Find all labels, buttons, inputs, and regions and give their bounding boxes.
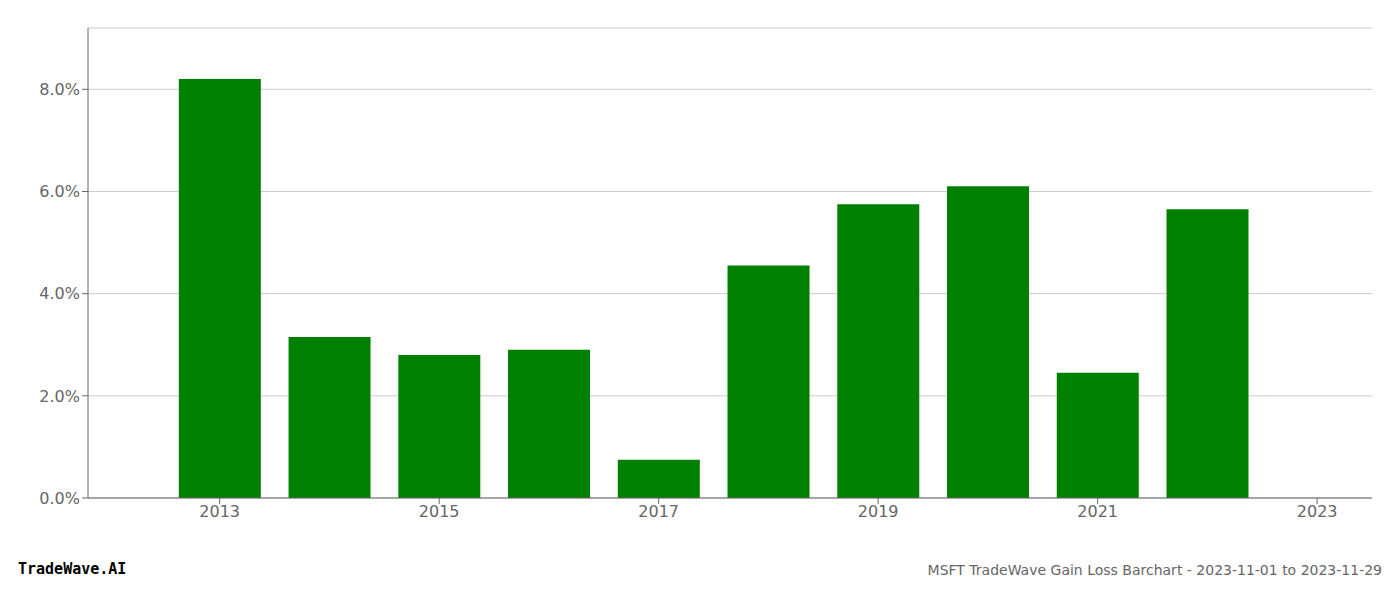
svg-text:6.0%: 6.0% (39, 182, 80, 201)
svg-text:2019: 2019 (858, 502, 899, 521)
html-text:MSFT TradeWave Gain Loss Barch: MSFT TradeWave Gain Loss Barchart - 2023… (927, 562, 1382, 578)
svg-text:2.0%: 2.0% (39, 387, 80, 406)
svg-text:2023: 2023 (1297, 502, 1338, 521)
svg-text:4.0%: 4.0% (39, 284, 80, 303)
html-text:TradeWave.AI: TradeWave.AI (18, 560, 127, 578)
svg-text:8.0%: 8.0% (39, 80, 80, 99)
svg-text:2013: 2013 (199, 502, 240, 521)
svg-text:2015: 2015 (419, 502, 460, 521)
svg-text:0.0%: 0.0% (39, 489, 80, 508)
svg-text:2017: 2017 (638, 502, 679, 521)
svg-text:2021: 2021 (1077, 502, 1118, 521)
